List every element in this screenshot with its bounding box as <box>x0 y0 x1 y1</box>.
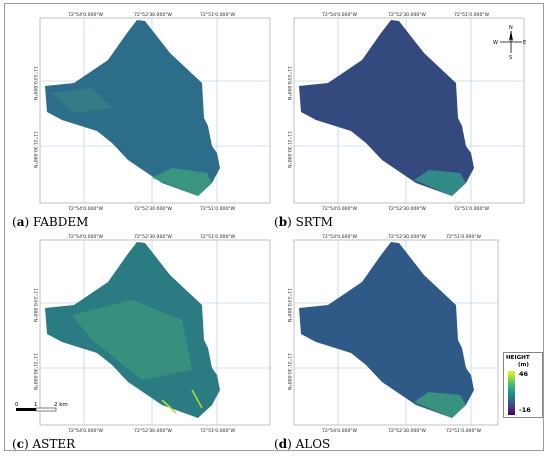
caption-a: (a) FABDEM <box>12 215 89 229</box>
lon-label-bottom-3: 72°51'0.000"W <box>200 428 236 434</box>
west-label: W <box>493 40 498 46</box>
lon-label-top-1: 72°54'0.000"W <box>322 12 358 18</box>
dem-lowland-tint <box>414 392 466 418</box>
caption-label: FABDEM <box>32 215 89 229</box>
caption-letter: d <box>278 437 288 451</box>
lat-label-2: 11°31'30.000"N <box>32 353 38 390</box>
north-label: N <box>509 25 513 31</box>
lon-label-bottom-3: 72°51'0.000"W <box>200 206 236 212</box>
height-legend: HEIGHT (m) 46 -16 <box>503 352 543 418</box>
lon-label-top-3: 72°51'0.000"W <box>454 12 490 18</box>
lon-label-top-2: 72°52'30.000"W <box>388 234 426 240</box>
coordinate-labels: 72°54'0.000"W 72°52'30.000"W 72°51'0.000… <box>286 234 482 434</box>
lon-label-bottom-1: 72°54'0.000"W <box>68 428 104 434</box>
caption-b: (b) SRTM <box>274 215 333 229</box>
caption-label: ASTER <box>32 437 76 451</box>
lon-label-top-3: 72°51'0.000"W <box>446 234 482 240</box>
dem-raster-alos <box>299 242 474 418</box>
figure-frame <box>4 3 544 451</box>
lon-label-top-1: 72°54'0.000"W <box>68 12 104 18</box>
lon-label-top-3: 72°51'0.000"W <box>200 234 236 240</box>
caption-d: (d) ALOS <box>274 437 331 451</box>
lon-label-bottom-2: 72°52'30.000"W <box>134 428 172 434</box>
lon-label-bottom-2: 72°52'30.000"W <box>134 206 172 212</box>
caption-c: (c) ASTER <box>12 437 76 451</box>
dem-linear-feature <box>161 399 177 414</box>
panel-d: 72°54'0.000"W 72°52'30.000"W 72°51'0.000… <box>274 230 500 451</box>
lon-label-bottom-1: 72°54'0.000"W <box>68 206 104 212</box>
lat-label-1: 11°33'0.000"N <box>32 288 38 322</box>
legend-color-ramp <box>508 371 515 415</box>
south-label: S <box>509 55 512 61</box>
map-fabdem: 72°54'0.000"W 72°52'30.000"W 72°51'0.000… <box>32 12 271 212</box>
legend-title: HEIGHT <box>506 355 530 361</box>
lat-label-2: 11°31'30.000"N <box>32 131 38 168</box>
map-aster: 0 1 2 km 72°54'0.000"W 72°52'30.000"W 72… <box>15 234 271 434</box>
lat-label-1: 11°33'0.000"N <box>32 66 38 100</box>
lon-label-bottom-3: 72°51'0.000"W <box>446 428 482 434</box>
dem-highland-tint <box>52 88 112 113</box>
lat-label-2: 11°31'30.000"N <box>286 131 292 168</box>
coordinate-labels: 72°54'0.000"W 72°52'30.000"W 72°51'0.000… <box>286 12 490 212</box>
lon-label-bottom-2: 72°52'30.000"W <box>388 428 426 434</box>
lon-label-bottom-1: 72°54'0.000"W <box>322 428 358 434</box>
dem-raster-fabdem <box>45 20 220 196</box>
lat-label-1: 11°33'0.000"N <box>286 288 292 322</box>
map-alos: 72°54'0.000"W 72°52'30.000"W 72°51'0.000… <box>286 234 499 434</box>
lon-label-top-2: 72°52'30.000"W <box>388 12 426 18</box>
scale-label-2: 2 km <box>54 402 68 408</box>
coordinate-labels: 72°54'0.000"W 72°52'30.000"W 72°51'0.000… <box>32 234 236 434</box>
map-srtm: N E S W 72°54'0.000"W 72°52'30.000"W 72°… <box>286 12 526 212</box>
legend-unit: (m) <box>518 362 529 368</box>
lat-label-2: 11°31'30.000"N <box>286 353 292 390</box>
lon-label-top-1: 72°54'0.000"W <box>322 234 358 240</box>
dem-lowland-tint <box>414 170 466 196</box>
dem-linear-feature <box>191 389 203 409</box>
scale-label-1: 1 <box>34 402 38 408</box>
panel-a: 72°54'0.000"W 72°52'30.000"W 72°51'0.000… <box>12 8 274 229</box>
panel-c: 0 1 2 km 72°54'0.000"W 72°52'30.000"W 72… <box>12 230 274 451</box>
caption-label: ALOS <box>295 437 331 451</box>
lon-label-top-2: 72°52'30.000"W <box>134 12 172 18</box>
caption-letter: a <box>16 215 25 229</box>
lon-label-top-3: 72°51'0.000"W <box>200 12 236 18</box>
scale-bar: 0 1 2 km <box>15 402 68 412</box>
lon-label-top-1: 72°54'0.000"W <box>68 234 104 240</box>
scale-label-0: 0 <box>15 402 19 408</box>
legend-max: 46 <box>519 370 529 378</box>
dem-speckle-tint <box>72 300 192 380</box>
caption-label: SRTM <box>295 215 333 229</box>
dem-raster-srtm <box>299 20 474 196</box>
lon-label-bottom-2: 72°52'30.000"W <box>388 206 426 212</box>
lon-label-bottom-1: 72°54'0.000"W <box>322 206 358 212</box>
east-label: E <box>523 40 526 46</box>
caption-letter: c <box>16 437 24 451</box>
lon-label-top-2: 72°52'30.000"W <box>134 234 172 240</box>
dem-raster-aster <box>45 242 220 418</box>
panel-b: N E S W 72°54'0.000"W 72°52'30.000"W 72°… <box>274 8 536 229</box>
coordinate-labels: 72°54'0.000"W 72°52'30.000"W 72°51'0.000… <box>32 12 236 212</box>
lon-label-bottom-3: 72°51'0.000"W <box>454 206 490 212</box>
caption-letter: b <box>278 215 288 229</box>
legend-min: -16 <box>519 406 531 414</box>
north-arrow: N E S W <box>493 25 526 61</box>
dem-lowland-tint <box>152 168 212 196</box>
lat-label-1: 11°33'0.000"N <box>286 66 292 100</box>
